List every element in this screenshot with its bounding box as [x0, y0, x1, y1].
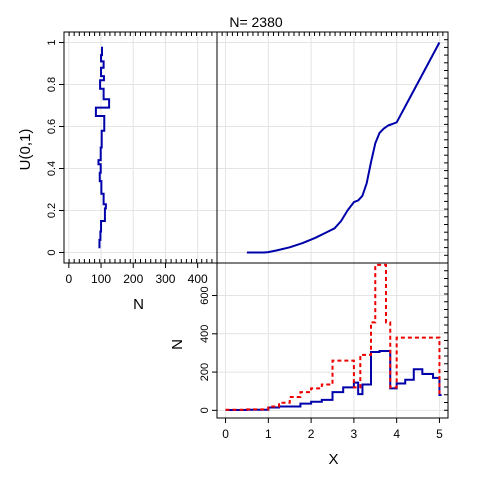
cdf-panel	[216, 31, 449, 264]
x-tick-label: 0	[65, 272, 72, 286]
x-tick-label: 200	[123, 272, 143, 286]
x-tick-label: 3	[351, 427, 358, 441]
y-tick-label: 400	[199, 325, 211, 343]
y-tick-label: 600	[199, 286, 211, 304]
x-axis-label: X	[328, 451, 338, 468]
y-tick-label: 200	[199, 363, 211, 381]
x-tick-label: 5	[436, 427, 443, 441]
x-tick-label: 100	[91, 272, 111, 286]
marginal-y-frame	[63, 31, 218, 264]
x-tick-label: 0	[222, 427, 229, 441]
x-axis-label: N	[133, 296, 144, 313]
marginal-y-histogram	[94, 46, 111, 249]
y-tick-label: 1	[46, 39, 58, 45]
x-tick-label: 300	[155, 272, 175, 286]
y-tick-label: 0.8	[46, 77, 58, 92]
marginal-x-histogram-solid	[225, 350, 442, 411]
y-tick-label: 0.2	[46, 203, 58, 218]
y-tick-label: 0.6	[46, 119, 58, 134]
cdf-line	[246, 42, 441, 254]
y-tick-label: 0	[199, 407, 211, 413]
x-tick-label: 1	[265, 427, 272, 441]
x-tick-label: 400	[188, 272, 208, 286]
marginal-y-panel: 0 0.2 0.4 0.6 0.8 1 0 100 200 300 400 N U(0,1)	[17, 31, 218, 313]
y-tick-label: 0.4	[46, 161, 58, 176]
marginal-x-histogram-dotted	[225, 263, 442, 411]
chart-title: N= 2380	[229, 14, 283, 30]
y-axis-label: N	[169, 339, 186, 350]
y-tick-label: 0	[46, 249, 58, 255]
x-tick-label: 2	[308, 427, 315, 441]
x-tick-label: 4	[393, 427, 400, 441]
y-axis-label: U(0,1)	[17, 129, 34, 171]
